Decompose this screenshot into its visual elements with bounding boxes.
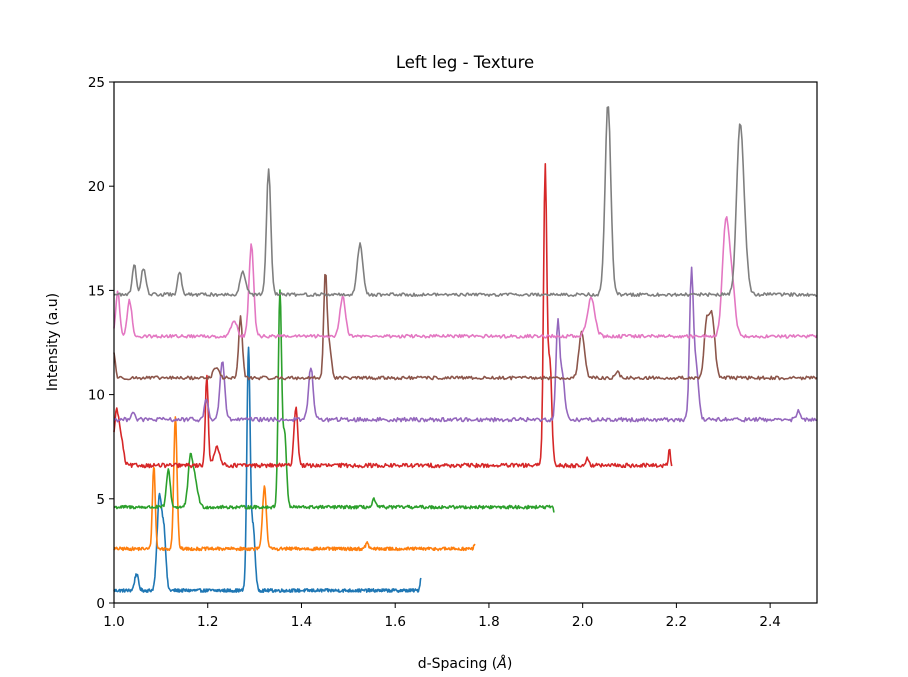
- y-tick-label: 10: [88, 388, 105, 404]
- series-line: [113, 162, 673, 469]
- x-axis-ticks: 1.0 1.2 1.4 1.6 1.8 2.0 2.2 2.4: [103, 603, 781, 630]
- x-tick-label: 2.0: [572, 614, 593, 630]
- x-tick-label: 1.4: [291, 614, 312, 630]
- x-tick-label: 2.4: [759, 614, 780, 630]
- series-line: [113, 266, 818, 423]
- series-line: [113, 346, 422, 593]
- chart-title: Left leg - Texture: [396, 53, 534, 72]
- series-layer: [113, 106, 818, 593]
- y-tick-label: 0: [96, 596, 105, 612]
- y-tick-label: 20: [88, 179, 105, 195]
- x-tick-label: 1.0: [103, 614, 124, 630]
- series-line: [113, 416, 476, 552]
- series-line: [113, 216, 818, 339]
- y-tick-label: 15: [88, 283, 105, 299]
- y-tick-label: 25: [88, 75, 105, 91]
- x-tick-label: 1.2: [197, 614, 218, 630]
- x-tick-label: 2.2: [666, 614, 687, 630]
- x-axis-label: d-Spacing (Å): [418, 655, 513, 672]
- angstrom-symbol: Å: [496, 655, 507, 672]
- y-tick-label: 5: [96, 492, 105, 508]
- series-line: [113, 289, 555, 513]
- y-axis-label: Intensity (a.u): [45, 293, 61, 391]
- series-line: [113, 106, 818, 298]
- y-axis-ticks: 0 5 10 15 20 25: [88, 75, 114, 612]
- x-tick-label: 1.8: [478, 614, 499, 630]
- x-tick-label: 1.6: [384, 614, 405, 630]
- plot-frame: [113, 81, 818, 604]
- series-line: [113, 273, 818, 381]
